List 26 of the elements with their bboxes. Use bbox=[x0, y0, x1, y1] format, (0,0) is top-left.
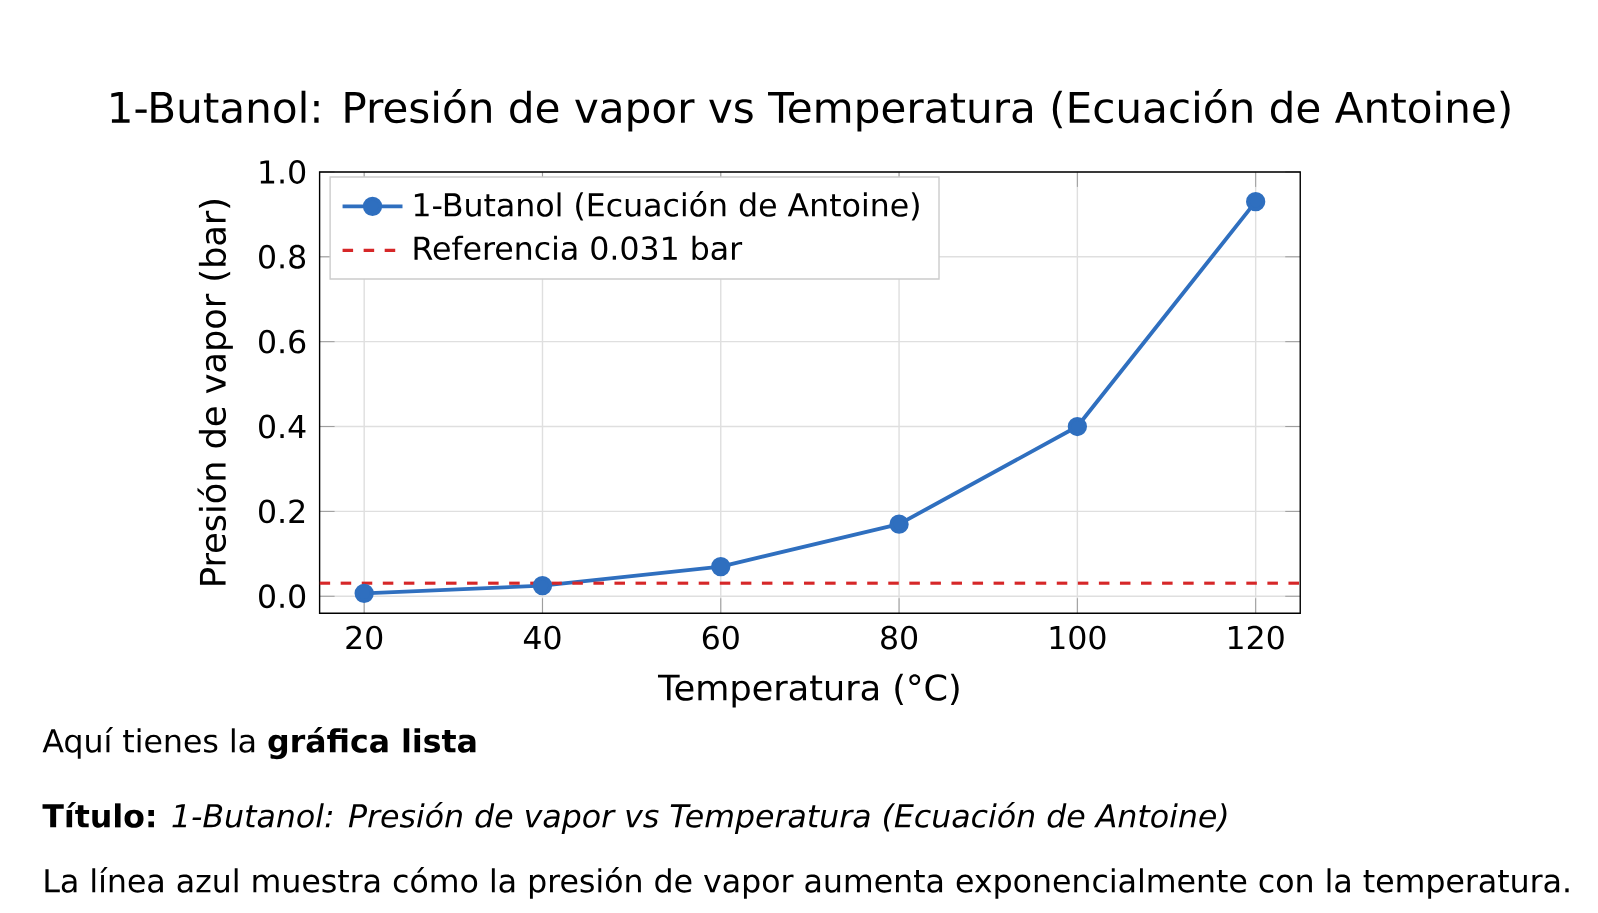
x-tick-label: 100 bbox=[1050, 625, 1106, 650]
x-tick-label: 60 bbox=[702, 625, 739, 650]
legend-label: 1-Butanol (Ecuación de Antoine) bbox=[414, 191, 919, 221]
text: Aquí tienes la gráfica lista bbox=[42, 727, 476, 760]
point bbox=[532, 576, 553, 596]
legend-label: Referencia 0.031 bar bbox=[414, 235, 743, 261]
x-tick-label: 120 bbox=[1228, 625, 1284, 650]
y-axis-title: Presión de vapor (bar) bbox=[197, 200, 233, 585]
point bbox=[1246, 192, 1266, 212]
y-tick-label: 0.4 bbox=[259, 414, 306, 439]
x-tick-label: 80 bbox=[881, 625, 918, 650]
point bbox=[1067, 416, 1088, 437]
text: La línea azul muestra cómo la presión de vapor aumenta exponencialmente con la temperatura. bbox=[45, 867, 1569, 899]
y-tick-label: 1.0 bbox=[260, 160, 306, 184]
x-tick-label: 40 bbox=[523, 625, 561, 650]
point bbox=[711, 556, 731, 577]
chart-title: 1-Butanol: Presión de vapor vs Temperatura (Ecuación de Antoine) bbox=[111, 89, 1510, 132]
x-axis-title: Temperatura (°C) bbox=[657, 673, 959, 708]
y-tick-label: 0.6 bbox=[259, 329, 306, 354]
y-tick-label: 0.8 bbox=[259, 244, 306, 269]
text: Título: 1-Butanol: Presión de vapor vs Temperatura (Ecuación de Antoine) bbox=[42, 802, 1227, 834]
x-tick-label: 20 bbox=[346, 625, 383, 650]
point bbox=[889, 514, 909, 534]
y-tick-label: 0.2 bbox=[259, 499, 305, 524]
y-tick-label: 0.0 bbox=[259, 584, 306, 609]
point bbox=[354, 583, 374, 604]
